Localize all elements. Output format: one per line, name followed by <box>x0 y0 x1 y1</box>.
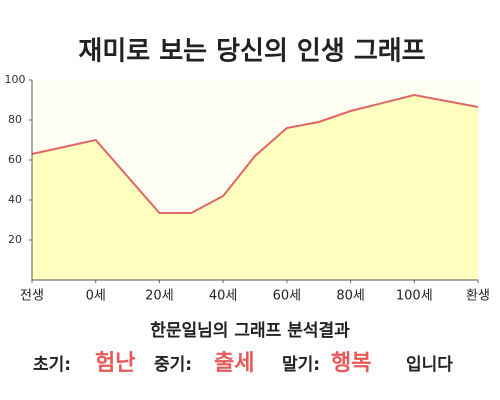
result-ending: 입니다 <box>406 355 453 375</box>
result-label: 중기: <box>154 355 192 375</box>
x-tick-label: 40세 <box>209 289 238 304</box>
result-heading: 한문일님의 그래프 분석결과 <box>150 321 350 341</box>
x-tick-label: 20세 <box>145 289 174 304</box>
y-tick-label: 40 <box>8 193 22 206</box>
result-word: 행복 <box>331 351 371 376</box>
chart-title: 재미로 보는 당신의 인생 그래프 <box>78 37 425 67</box>
y-tick-label: 100 <box>5 73 26 86</box>
area <box>32 95 478 280</box>
result-label: 말기: <box>282 354 320 375</box>
x-tick-label: 전생 <box>20 289 44 304</box>
x-tick-label: 60세 <box>273 289 302 304</box>
result-label: 초기: <box>33 355 71 375</box>
result-word: 출세 <box>214 351 254 376</box>
y-tick-label: 80 <box>8 113 22 126</box>
y-tick-label: 60 <box>8 153 22 166</box>
y-tick-label: 20 <box>8 233 22 246</box>
x-tick-label: 80세 <box>336 289 365 304</box>
result-word: 험난 <box>95 350 135 376</box>
x-tick-label: 100세 <box>396 289 433 304</box>
x-tick-label: 환생 <box>466 289 490 304</box>
x-tick-label: 0세 <box>86 289 106 304</box>
line <box>31 93 479 214</box>
